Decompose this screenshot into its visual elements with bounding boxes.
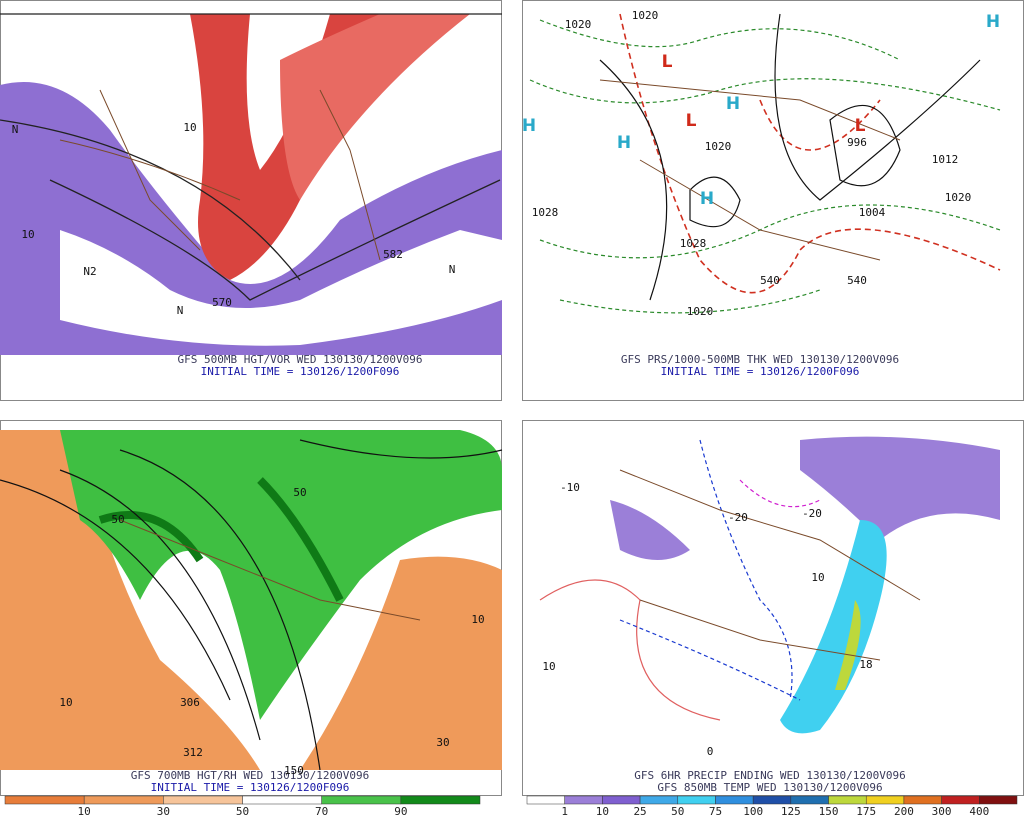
contour-label: 150 bbox=[284, 764, 304, 777]
colorbar-swatch bbox=[677, 795, 716, 805]
contour-label: 50 bbox=[111, 513, 124, 526]
low-marker: L bbox=[662, 52, 673, 72]
panel-thickness bbox=[522, 0, 1024, 401]
colorbar-label: 400 bbox=[969, 805, 989, 818]
colorbar-label: 90 bbox=[394, 805, 407, 818]
panel-700mb bbox=[0, 420, 503, 796]
contour-label: 1012 bbox=[932, 153, 959, 166]
colorbar-label: 10 bbox=[78, 805, 91, 818]
contour-label: 10 bbox=[542, 660, 555, 673]
contour-label: N bbox=[12, 123, 19, 136]
contour-label: 10 bbox=[811, 571, 824, 584]
contour-label: N bbox=[449, 263, 456, 276]
low-marker: L bbox=[855, 116, 866, 136]
colorbar-label: 10 bbox=[596, 805, 609, 818]
contour-label: 10 bbox=[59, 696, 72, 709]
colorbar-swatch bbox=[4, 795, 85, 805]
contour-label: 10 bbox=[21, 228, 34, 241]
colorbar-label: 70 bbox=[315, 805, 328, 818]
panel-500mb bbox=[0, 0, 502, 401]
colorbar-swatch bbox=[639, 795, 679, 805]
contour-label: 306 bbox=[180, 696, 200, 709]
contour-label: 1028 bbox=[532, 206, 559, 219]
colorbar-label: 125 bbox=[781, 805, 801, 818]
contour-label: -10 bbox=[560, 481, 580, 494]
colorbar-swatch bbox=[941, 795, 980, 805]
caption: GFS 500MB HGT/VOR WED 130130/1200V096 bbox=[177, 353, 422, 366]
colorbar-label: 25 bbox=[633, 805, 646, 818]
contour-label: N bbox=[177, 304, 184, 317]
colorbar-swatch bbox=[83, 795, 164, 805]
colorbar-label: 100 bbox=[743, 805, 763, 818]
contour-label: -20 bbox=[802, 507, 822, 520]
contour-label: 540 bbox=[847, 274, 867, 287]
colorbar-swatch bbox=[321, 795, 402, 805]
contour-label: 50 bbox=[293, 486, 306, 499]
contour-label: 996 bbox=[847, 136, 867, 149]
caption: INITIAL TIME = 130126/1200F096 bbox=[661, 365, 860, 378]
colorbar-swatch bbox=[526, 795, 565, 805]
colorbar-swatch bbox=[242, 795, 322, 805]
high-marker: H bbox=[617, 133, 631, 153]
high-marker: H bbox=[726, 94, 740, 114]
colorbar-label: 150 bbox=[819, 805, 839, 818]
colorbar-label: 175 bbox=[856, 805, 876, 818]
contour-label: 582 bbox=[383, 248, 403, 261]
colorbar-label: 1 bbox=[561, 805, 568, 818]
contour-label: 10 bbox=[471, 613, 484, 626]
colorbar-swatch bbox=[903, 795, 942, 805]
contour-label: 312 bbox=[183, 746, 203, 759]
contour-label: 10 bbox=[183, 121, 196, 134]
colorbar-swatch bbox=[602, 795, 641, 805]
colorbar-label: 75 bbox=[709, 805, 722, 818]
colorbar-label: 300 bbox=[932, 805, 952, 818]
caption: INITIAL TIME = 130126/1200F096 bbox=[151, 781, 350, 794]
contour-label: 1004 bbox=[859, 206, 886, 219]
colorbar-swatch bbox=[865, 795, 905, 805]
contour-label: 30 bbox=[436, 736, 449, 749]
colorbar-label: 30 bbox=[157, 805, 170, 818]
high-marker: H bbox=[522, 116, 536, 136]
colorbar-label: 50 bbox=[236, 805, 249, 818]
colorbar-swatch bbox=[979, 795, 1018, 805]
colorbar-swatch bbox=[790, 795, 829, 805]
colorbar-swatch bbox=[400, 795, 481, 805]
caption: GFS PRS/1000-500MB THK WED 130130/1200V0… bbox=[621, 353, 899, 366]
high-marker: H bbox=[700, 189, 714, 209]
contour-label: 570 bbox=[212, 296, 232, 309]
colorbar-swatch bbox=[715, 795, 754, 805]
low-marker: L bbox=[686, 111, 697, 131]
contour-label: -20 bbox=[728, 511, 748, 524]
caption: GFS 6HR PRECIP ENDING WED 130130/1200V09… bbox=[634, 769, 906, 782]
colorbar-swatch bbox=[163, 795, 243, 805]
contour-label: 18 bbox=[859, 658, 872, 671]
contour-label: N2 bbox=[83, 265, 96, 278]
contour-label: 1020 bbox=[565, 18, 592, 31]
panel-precip bbox=[522, 420, 1024, 796]
caption: GFS 700MB HGT/RH WED 130130/1200V096 bbox=[131, 769, 369, 782]
contour-label: 1028 bbox=[680, 237, 707, 250]
caption: INITIAL TIME = 130126/1200F096 bbox=[201, 365, 400, 378]
contour-label: 1020 bbox=[705, 140, 732, 153]
caption: GFS 850MB TEMP WED 130130/1200V096 bbox=[657, 781, 882, 794]
contour-label: 1020 bbox=[687, 305, 714, 318]
colorbar-swatch bbox=[752, 795, 792, 805]
contour-label: 1020 bbox=[945, 191, 972, 204]
high-marker: H bbox=[986, 12, 1000, 32]
colorbar-label: 50 bbox=[671, 805, 684, 818]
contour-label: 0 bbox=[707, 745, 714, 758]
colorbar-swatch bbox=[564, 795, 603, 805]
colorbar-swatch bbox=[828, 795, 867, 805]
contour-label: 1020 bbox=[632, 9, 659, 22]
contour-label: 540 bbox=[760, 274, 780, 287]
colorbar-label: 200 bbox=[894, 805, 914, 818]
